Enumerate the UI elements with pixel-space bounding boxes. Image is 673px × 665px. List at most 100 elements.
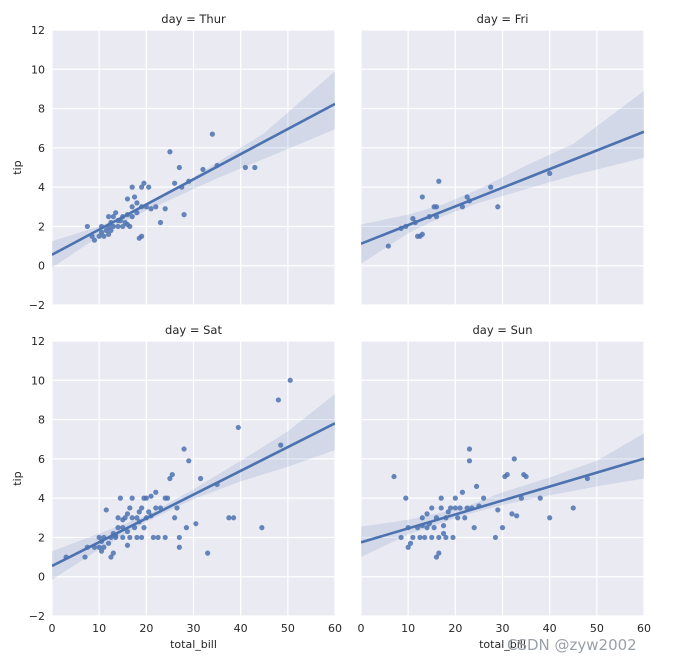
data-point (462, 515, 468, 521)
data-point (115, 515, 121, 521)
y-tick-label: 4 (38, 492, 45, 505)
data-point (91, 237, 98, 243)
data-point (464, 194, 470, 200)
data-point (466, 458, 473, 464)
watermark-text: CSDN @zyw2002 (507, 636, 637, 654)
panel-title: day = Sun (473, 323, 533, 337)
data-point (443, 534, 449, 541)
confidence-band (361, 90, 644, 264)
data-point (547, 515, 553, 521)
data-point (115, 223, 121, 230)
data-point (115, 525, 121, 531)
y-tick-label: 10 (31, 374, 45, 387)
data-point (466, 446, 473, 452)
data-point (509, 511, 515, 517)
data-point (106, 540, 112, 546)
regression-line (52, 102, 335, 256)
data-point (134, 515, 140, 521)
data-point (459, 489, 466, 495)
data-point (153, 505, 159, 511)
data-point (157, 219, 164, 226)
data-point (98, 229, 105, 235)
x-tick-label: 40 (543, 622, 557, 635)
data-point (167, 149, 173, 155)
data-point (120, 223, 126, 230)
confidence-band (52, 394, 335, 580)
data-point (139, 184, 145, 190)
panel-title: day = Thur (161, 12, 226, 26)
data-point (242, 164, 248, 171)
data-point (424, 511, 430, 517)
y-tick-label: 8 (38, 414, 45, 427)
data-point (155, 534, 161, 541)
data-point (183, 525, 190, 531)
data-point (84, 223, 90, 230)
data-point (124, 511, 131, 517)
data-point (429, 505, 435, 511)
data-point (433, 554, 440, 560)
data-point (209, 131, 215, 137)
data-point (514, 513, 520, 519)
data-point (134, 534, 140, 541)
data-point (129, 214, 135, 220)
confidence-band (361, 433, 644, 558)
data-point (504, 471, 510, 478)
data-point (235, 424, 241, 431)
x-tick-label: 50 (590, 622, 604, 635)
data-point (488, 184, 494, 190)
y-tick-label: 0 (38, 260, 45, 273)
y-tick-label: −2 (29, 610, 45, 623)
data-point (410, 215, 416, 222)
data-point (113, 210, 119, 216)
data-point (101, 544, 107, 550)
data-point (424, 525, 430, 531)
data-point (518, 495, 524, 501)
data-point (129, 204, 135, 210)
data-point (275, 397, 281, 403)
y-axis-label: tip (11, 160, 24, 174)
data-point (230, 515, 237, 521)
data-point (129, 184, 135, 190)
data-point (481, 495, 487, 501)
x-axis-label: total_bill (479, 638, 526, 651)
data-point (162, 495, 168, 501)
data-point (429, 534, 435, 541)
y-tick-label: 12 (31, 335, 45, 348)
data-point (139, 505, 145, 511)
data-point (106, 231, 112, 237)
y-tick-label: −2 (29, 299, 45, 312)
data-point (146, 509, 152, 515)
data-point (98, 548, 105, 554)
x-tick-label: 20 (139, 622, 153, 635)
data-point (162, 534, 168, 541)
data-point (419, 231, 425, 237)
data-point (438, 495, 444, 501)
data-point (523, 473, 529, 480)
data-point (120, 534, 126, 541)
data-point (436, 178, 442, 184)
data-point (110, 223, 116, 230)
y-tick-label: 6 (38, 453, 45, 466)
x-tick-label: 30 (187, 622, 201, 635)
data-point (176, 534, 182, 541)
data-point (120, 517, 126, 523)
data-point (117, 495, 123, 501)
data-point (287, 377, 293, 383)
panel-title: day = Fri (477, 12, 529, 26)
data-point (391, 473, 397, 480)
data-point (139, 233, 145, 239)
x-tick-label: 20 (448, 622, 462, 635)
x-axis-label: total_bill (170, 638, 217, 651)
data-point (457, 505, 463, 511)
data-point (448, 505, 454, 511)
data-point (471, 525, 477, 531)
data-point (436, 534, 442, 541)
data-point (495, 204, 501, 210)
data-point (176, 544, 182, 550)
facet-panel-4 (361, 341, 644, 616)
data-point (167, 475, 173, 482)
data-point (108, 554, 114, 560)
x-tick-label: 30 (496, 622, 510, 635)
data-point (129, 495, 135, 501)
